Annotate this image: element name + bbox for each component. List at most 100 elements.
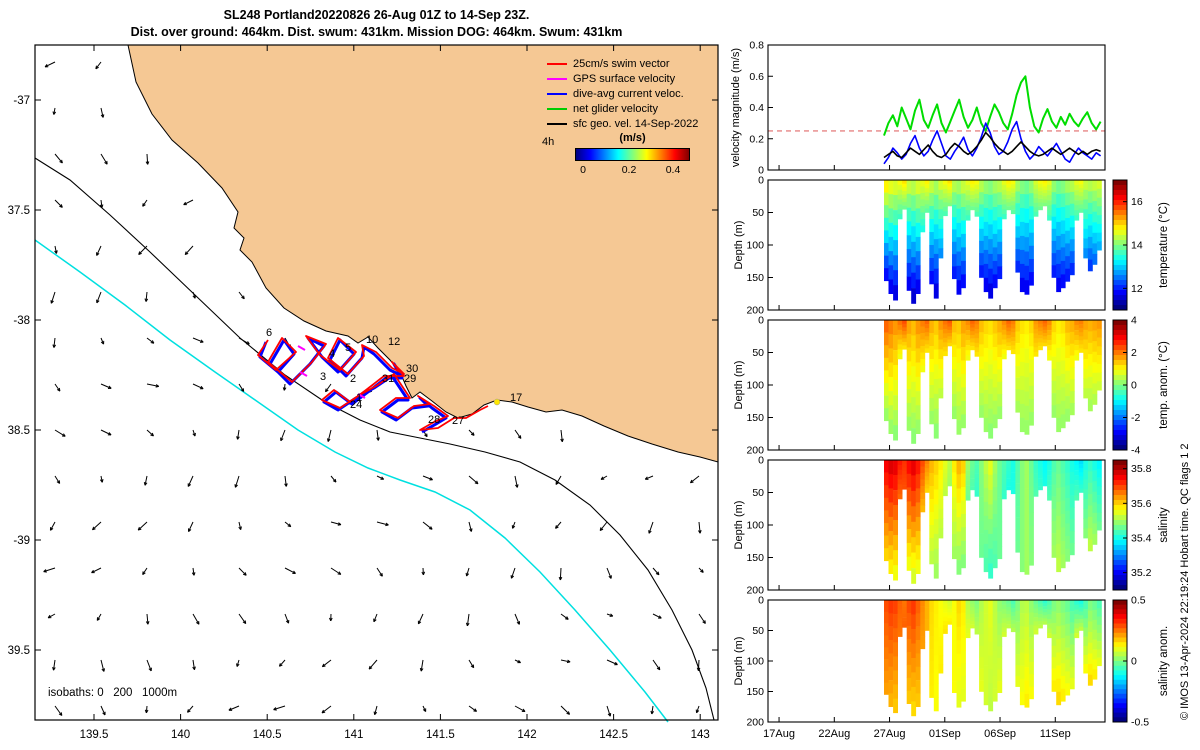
- svg-text:6: 6: [266, 327, 272, 339]
- svg-text:27Aug: 27Aug: [874, 728, 906, 740]
- svg-text:139.5: 139.5: [80, 729, 109, 741]
- svg-text:100: 100: [746, 656, 764, 668]
- svg-text:200: 200: [746, 717, 764, 729]
- svg-text:0.8: 0.8: [749, 40, 764, 52]
- temp-anom-colorbar: 4 2 0 -2 -4 temp. anom. (°C): [1112, 315, 1170, 457]
- svg-text:37.5: 37.5: [8, 205, 30, 217]
- salinity-section: 0 50 100 150 200 Depth (m): [733, 455, 1106, 597]
- temperature-colorbar-label: temperature (°C): [1158, 202, 1170, 288]
- svg-text:-38: -38: [13, 315, 30, 327]
- svg-text:35.6: 35.6: [1131, 498, 1152, 510]
- svg-text:141.5: 141.5: [426, 729, 455, 741]
- svg-text:100: 100: [746, 380, 764, 392]
- svg-text:4: 4: [1131, 315, 1137, 327]
- svg-text:11Sep: 11Sep: [1040, 728, 1071, 740]
- svg-text:50: 50: [752, 207, 764, 219]
- legend-item-swim-vector: 25cm/s swim vector: [547, 56, 698, 71]
- velocity-ylabel: velocity magnitude (m/s): [730, 48, 742, 167]
- salinity-anom-ylabel: Depth (m): [733, 637, 745, 686]
- salinity-ylabel: Depth (m): [733, 501, 745, 550]
- svg-text:142: 142: [517, 729, 536, 741]
- svg-text:0: 0: [758, 165, 764, 177]
- colorbar-tick: 0.4: [665, 164, 681, 176]
- svg-text:0.4: 0.4: [749, 102, 764, 114]
- svg-text:16: 16: [1131, 196, 1143, 208]
- legend-label: dive-avg current veloc.: [573, 87, 684, 100]
- temp-anom-ylabel: Depth (m): [733, 361, 745, 410]
- svg-text:50: 50: [752, 625, 764, 637]
- map-colorbar-units: (m/s): [619, 132, 646, 144]
- colorbar-tick: 0.2: [621, 164, 637, 176]
- svg-text:22Aug: 22Aug: [818, 728, 850, 740]
- isobath-200m: [34, 157, 715, 721]
- svg-text:0: 0: [758, 595, 764, 607]
- temp-anom-colorbar-label: temp. anom. (°C): [1158, 341, 1170, 429]
- svg-text:100: 100: [746, 520, 764, 532]
- svg-text:50: 50: [752, 347, 764, 359]
- svg-text:-39: -39: [13, 535, 30, 547]
- isobath-1000m: [34, 239, 669, 723]
- map-title: SL248 Portland20220826 26-Aug 01Z to 14-…: [223, 8, 530, 22]
- svg-text:-2: -2: [1131, 412, 1140, 424]
- svg-text:0.5: 0.5: [1131, 595, 1146, 607]
- salinity-colorbar-label: salinity: [1158, 507, 1170, 542]
- salinity-anom-section: 0 50 100 150 200 Depth (m): [733, 595, 1106, 729]
- salinity-colorbar: 35.8 35.6 35.4 35.2 salinity: [1112, 459, 1170, 591]
- time-axis-labels: 17Aug 22Aug 27Aug 01Sep 06Sep 11Sep: [763, 728, 1071, 740]
- velocity-panel: 0 0.2 0.4 0.6 0.8 velocity magnitude (m/s): [730, 40, 1106, 177]
- net-velocity-swatch: [547, 107, 567, 110]
- svg-text:0.2: 0.2: [749, 133, 764, 145]
- legend-item-gps-velocity: GPS surface velocity: [547, 71, 698, 86]
- salinity-anom-colorbar: 0.5 0 -0.5 salinity anom.: [1112, 595, 1170, 729]
- svg-text:100: 100: [746, 240, 764, 252]
- velocity-series-2: [883, 131, 1101, 159]
- svg-text:-37: -37: [13, 95, 30, 107]
- map-colorbar: [575, 148, 690, 161]
- gps-velocity-swatch: [547, 77, 567, 80]
- svg-text:50: 50: [752, 487, 764, 499]
- svg-text:24: 24: [350, 399, 362, 411]
- svg-text:35.4: 35.4: [1131, 533, 1152, 545]
- velocity-series-1: [883, 120, 1102, 165]
- credit-text: © IMOS 13-Apr-2024 22:19:24 Hobart time.…: [1179, 443, 1191, 720]
- legend-label: GPS surface velocity: [573, 72, 676, 85]
- waypoint-numbers: 6 543 21 10 12 30 31 29 24 28 27 17: [266, 327, 522, 427]
- svg-text:2: 2: [1131, 347, 1137, 359]
- svg-text:200: 200: [746, 585, 764, 597]
- svg-text:06Sep: 06Sep: [984, 728, 1016, 740]
- isobaths-label: isobaths: 0 200 1000m: [48, 687, 178, 699]
- svg-text:28: 28: [428, 414, 440, 426]
- salinity-anom-colorbar-label: salinity anom.: [1158, 626, 1170, 696]
- map-legend: 25cm/s swim vector GPS surface velocity …: [547, 56, 698, 131]
- svg-text:0: 0: [758, 455, 764, 467]
- swim-vector-track: [257, 335, 489, 431]
- svg-text:143: 143: [691, 729, 710, 741]
- svg-text:4: 4: [329, 348, 335, 360]
- svg-text:31: 31: [382, 373, 394, 385]
- svg-text:0.6: 0.6: [749, 71, 764, 83]
- svg-text:0: 0: [1131, 380, 1137, 392]
- yellow-position-marker: [493, 398, 501, 406]
- svg-text:12: 12: [1131, 283, 1143, 295]
- svg-text:200: 200: [746, 445, 764, 457]
- svg-text:39.5: 39.5: [8, 645, 30, 657]
- svg-text:38.5: 38.5: [8, 425, 30, 437]
- gps-velocity-marks: [297, 345, 366, 399]
- legend-duration-label: 4h: [542, 136, 555, 148]
- svg-text:140.5: 140.5: [253, 729, 282, 741]
- svg-text:150: 150: [746, 552, 764, 564]
- svg-text:142.5: 142.5: [599, 729, 628, 741]
- svg-text:141: 141: [344, 729, 363, 741]
- svg-text:150: 150: [746, 686, 764, 698]
- svg-text:200: 200: [746, 305, 764, 317]
- svg-text:-4: -4: [1131, 445, 1140, 457]
- svg-text:5: 5: [345, 342, 351, 354]
- timeseries-panels: 0 0.2 0.4 0.6 0.8 velocity magnitude (m/s) 0 50…: [730, 40, 1191, 741]
- svg-text:10: 10: [366, 334, 378, 346]
- svg-text:150: 150: [746, 272, 764, 284]
- dive-avg-swatch: [547, 92, 567, 95]
- svg-text:01Sep: 01Sep: [929, 728, 961, 740]
- velocity-series-0: [883, 75, 1102, 136]
- svg-text:0: 0: [758, 175, 764, 187]
